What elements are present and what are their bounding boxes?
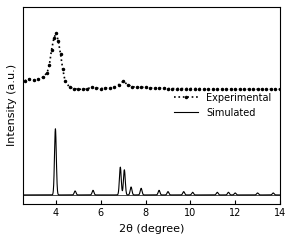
Line: Experimental: Experimental xyxy=(23,31,282,91)
Simulated xyxy=(21,194,24,196)
Experimental xyxy=(86,87,89,90)
Simulated xyxy=(50,194,54,196)
Experimental xyxy=(180,87,183,90)
Simulated xyxy=(278,194,282,196)
Experimental xyxy=(77,88,80,91)
X-axis label: 2θ (degree): 2θ (degree) xyxy=(119,224,184,234)
Y-axis label: Intensity (a.u.): Intensity (a.u.) xyxy=(7,64,17,146)
Simulated xyxy=(131,191,134,194)
Legend: Experimental, Simulated: Experimental, Simulated xyxy=(170,89,275,122)
Simulated xyxy=(65,194,69,196)
Line: Simulated: Simulated xyxy=(23,129,280,195)
Experimental xyxy=(63,79,67,82)
Experimental xyxy=(45,71,49,74)
Simulated xyxy=(246,194,249,196)
Experimental xyxy=(278,88,282,91)
Simulated xyxy=(54,127,57,130)
Experimental xyxy=(148,87,152,89)
Experimental xyxy=(251,88,255,91)
Experimental xyxy=(54,32,58,34)
Simulated xyxy=(273,193,277,196)
Simulated xyxy=(120,178,123,181)
Experimental xyxy=(23,79,26,82)
